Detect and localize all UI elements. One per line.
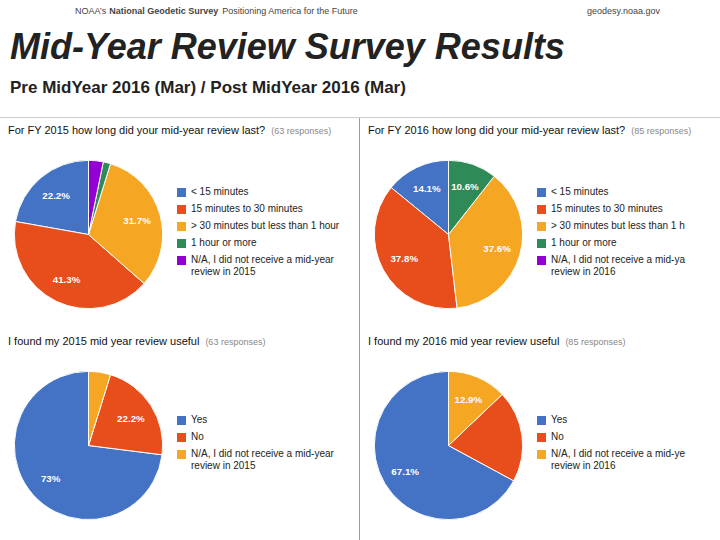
html-text:No: No bbox=[551, 431, 564, 442]
html-text:Yes: Yes bbox=[191, 414, 208, 425]
html-text:geodesy.noaa.gov: geodesy.noaa.gov bbox=[587, 6, 660, 16]
html-text:No: No bbox=[191, 431, 204, 442]
html-text:N/A, I did not receive a mid-y: N/A, I did not receive a mid-ya review i… bbox=[551, 254, 685, 277]
svg-text:73%: 73% bbox=[41, 473, 61, 484]
html-text:(85 responses): (85 responses) bbox=[565, 337, 626, 347]
html-text:I found my 2015 mid year revie: I found my 2015 mid year review useful bbox=[8, 335, 200, 347]
html-text:< 15 minutes: < 15 minutes bbox=[551, 186, 609, 197]
svg-text:22.2%: 22.2% bbox=[42, 190, 70, 201]
html-text:For FY 2015 how long did your: For FY 2015 how long did your mid-year r… bbox=[8, 124, 266, 136]
html-text:(63 responses): (63 responses) bbox=[205, 337, 266, 347]
html-text:N/A, I did not receive a mid-y: N/A, I did not receive a mid-year review… bbox=[191, 254, 334, 277]
html-text:(85 responses): (85 responses) bbox=[631, 126, 692, 136]
html-text:15 minutes to 30 minutes: 15 minutes to 30 minutes bbox=[551, 203, 663, 214]
html-text:N/A, I did not receive a mid-y: N/A, I did not receive a mid-ye review i… bbox=[551, 448, 685, 471]
svg-text:67.1%: 67.1% bbox=[391, 466, 419, 477]
html-text:> 30 minutes but less than 1 h: > 30 minutes but less than 1 h bbox=[551, 220, 685, 231]
html-text:< 15 minutes: < 15 minutes bbox=[191, 186, 249, 197]
html-text:N/A, I did not receive a mid-y: N/A, I did not receive a mid-year review… bbox=[191, 448, 334, 471]
html-text:1 hour or more: 1 hour or more bbox=[551, 237, 617, 248]
html-text:(63 responses): (63 responses) bbox=[271, 126, 332, 136]
svg-text:14.1%: 14.1% bbox=[413, 183, 441, 194]
html-text:NOAA’s National Geodetic Surve: NOAA’s National Geodetic Survey Position… bbox=[75, 6, 358, 16]
html-text:15 minutes to 30 minutes: 15 minutes to 30 minutes bbox=[191, 203, 303, 214]
html-text:Mid-Year Review Survey Results: Mid-Year Review Survey Results bbox=[10, 26, 565, 67]
svg-text:31.7%: 31.7% bbox=[123, 215, 151, 226]
html-text:Pre MidYear 2016 (Mar) / Post: Pre MidYear 2016 (Mar) / Post MidYear 20… bbox=[10, 78, 406, 97]
svg-text:12.9%: 12.9% bbox=[455, 394, 483, 405]
html-text:I found my 2016 mid year revie: I found my 2016 mid year review useful bbox=[368, 335, 560, 347]
html-text:1 hour or more: 1 hour or more bbox=[191, 237, 257, 248]
svg-text:41.3%: 41.3% bbox=[53, 274, 81, 285]
svg-text:10.6%: 10.6% bbox=[451, 181, 479, 192]
html-text:Yes: Yes bbox=[551, 414, 568, 425]
svg-text:37.6%: 37.6% bbox=[483, 243, 511, 254]
html-text:> 30 minutes but less than 1 h: > 30 minutes but less than 1 hour bbox=[191, 220, 340, 231]
svg-text:37.8%: 37.8% bbox=[390, 253, 418, 264]
html-text:For FY 2016 how long did your: For FY 2016 how long did your mid-year r… bbox=[368, 124, 626, 136]
svg-text:22.2%: 22.2% bbox=[117, 413, 145, 424]
